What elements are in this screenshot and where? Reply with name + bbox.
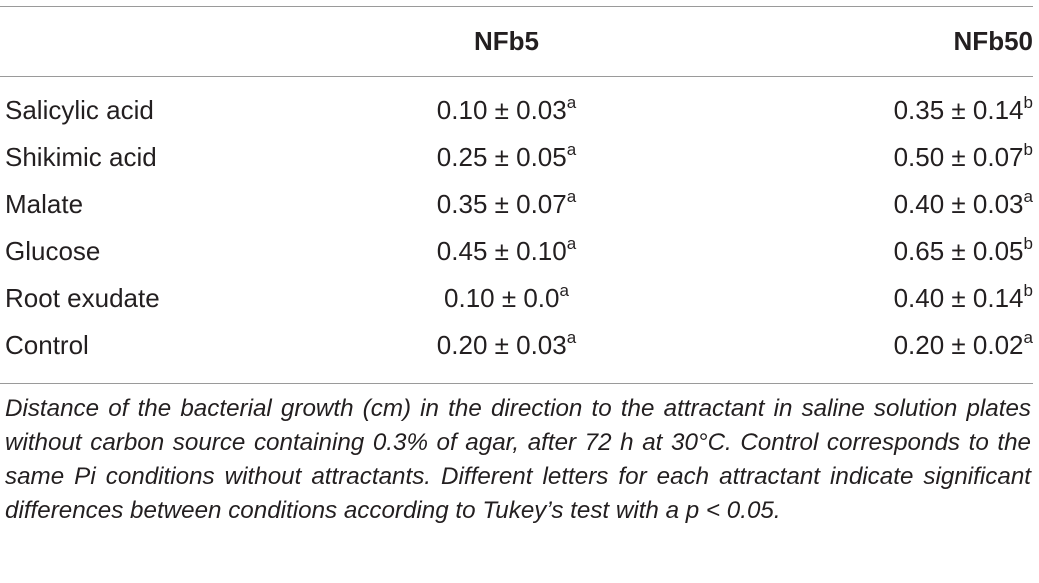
cell-value: 0.20 ± 0.02 (893, 330, 1024, 360)
header-label-cell (0, 7, 300, 76)
nfb5-cell: 0.20 ± 0.03a (300, 322, 713, 369)
cell-value: 0.25 ± 0.05 (436, 142, 567, 172)
significance-letter: b (1023, 234, 1033, 253)
significance-letter: b (1023, 281, 1033, 300)
significance-letter: a (566, 187, 577, 206)
row-label: Glucose (5, 236, 101, 266)
significance-letter: a (1023, 328, 1033, 347)
header-rule (0, 76, 1033, 77)
significance-letter: a (1023, 187, 1033, 206)
nfb5-cell: 0.25 ± 0.05a (300, 134, 713, 181)
nfb50-cell: 0.40 ± 0.14b (713, 275, 1033, 322)
cell-value: 0.65 ± 0.05 (893, 236, 1024, 266)
results-table: NFb5 NFb50 Salicylic acid 0.10 ± 0.03a 0… (0, 7, 1033, 369)
table-row: Root exudate 0.10 ± 0.0a 0.40 ± 0.14b (0, 275, 1033, 322)
bottom-rule (0, 383, 1033, 384)
row-label: Root exudate (5, 283, 160, 313)
nfb50-cell: 0.65 ± 0.05b (713, 228, 1033, 275)
cell-value: 0.35 ± 0.14 (893, 95, 1024, 125)
cell-value: 0.40 ± 0.14 (893, 283, 1024, 313)
significance-letter: b (1023, 93, 1033, 112)
nfb50-cell: 0.40 ± 0.03a (713, 181, 1033, 228)
table-row: Salicylic acid 0.10 ± 0.03a 0.35 ± 0.14b (0, 76, 1033, 134)
cell-value: 0.45 ± 0.10 (436, 236, 567, 266)
row-label: Malate (5, 189, 84, 219)
cell-value: 0.20 ± 0.03 (436, 330, 567, 360)
header-row: NFb5 NFb50 (0, 7, 1033, 76)
top-rule (0, 6, 1033, 7)
nfb5-cell: 0.35 ± 0.07a (300, 181, 713, 228)
cell-value: 0.50 ± 0.07 (893, 142, 1024, 172)
header-nfb50: NFb50 (953, 26, 1033, 56)
nfb5-cell: 0.10 ± 0.0a (300, 275, 713, 322)
nfb5-cell: 0.45 ± 0.10a (300, 228, 713, 275)
nfb50-cell: 0.50 ± 0.07b (713, 134, 1033, 181)
significance-letter: a (566, 328, 577, 347)
significance-letter: a (559, 281, 569, 300)
table-row: Glucose 0.45 ± 0.10a 0.65 ± 0.05b (0, 228, 1033, 275)
table-row: Shikimic acid 0.25 ± 0.05a 0.50 ± 0.07b (0, 134, 1033, 181)
table-row: Malate 0.35 ± 0.07a 0.40 ± 0.03a (0, 181, 1033, 228)
cell-value: 0.35 ± 0.07 (436, 189, 567, 219)
cell-value: 0.40 ± 0.03 (893, 189, 1024, 219)
row-label: Shikimic acid (5, 142, 157, 172)
table-caption: Distance of the bacterial growth (cm) in… (5, 395, 1031, 524)
significance-letter: b (1023, 140, 1033, 159)
table-row: Control 0.20 ± 0.03a 0.20 ± 0.02a (0, 322, 1033, 369)
nfb5-cell: 0.10 ± 0.03a (300, 76, 713, 134)
nfb50-cell: 0.20 ± 0.02a (713, 322, 1033, 369)
cell-value: 0.10 ± 0.03 (436, 95, 567, 125)
significance-letter: a (566, 234, 577, 253)
row-label: Salicylic acid (5, 95, 154, 125)
cell-value: 0.10 ± 0.0 (444, 283, 560, 313)
significance-letter: a (566, 140, 577, 159)
nfb50-cell: 0.35 ± 0.14b (713, 76, 1033, 134)
header-nfb5: NFb5 (474, 26, 539, 56)
row-label: Control (5, 330, 89, 360)
significance-letter: a (566, 93, 577, 112)
